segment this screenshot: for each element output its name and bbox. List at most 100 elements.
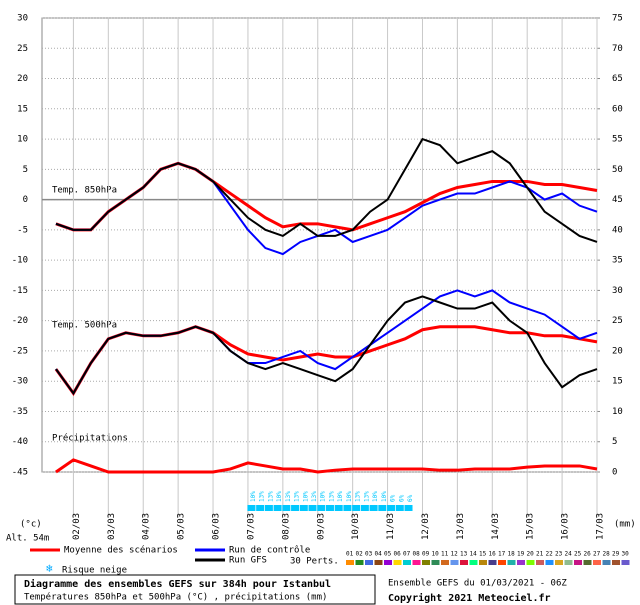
y2-tick-label: 60 [612,104,623,114]
snow-marker [343,505,352,511]
y-tick-label: 25 [17,44,28,54]
y-tick-label: 0 [23,195,28,205]
snow-label: 10% [250,491,257,502]
y-tick-label: -30 [12,377,28,387]
y-tick-label: -25 [12,346,28,356]
snow-marker [308,505,317,511]
y2-tick-label: 20 [612,346,623,356]
pert-swatch [384,560,392,565]
footer-run: Ensemble GEFS du 01/03/2021 - 06Z [388,579,567,589]
y2-tick-label: 15 [612,377,623,387]
pert-swatch [393,560,402,565]
snow-marker [282,505,291,511]
snow-label: 13% [355,491,362,502]
y2-tick-label: 25 [612,316,623,326]
snow-marker [317,505,326,511]
snow-marker [334,505,343,511]
pert-label: 29 [612,551,620,558]
snow-marker [273,505,282,511]
y2-tick-label: 5 [612,437,617,447]
snow-label: 10% [302,491,309,502]
y-tick-label: 5 [23,165,28,175]
pert-swatch [555,560,563,565]
y2-tick-label: 50 [612,165,623,175]
pert-swatch [488,560,497,565]
y2-tick-label: 35 [612,256,623,266]
x-tick-label: 09/03 [316,513,326,540]
y-tick-label: -10 [12,256,28,266]
pert-label: 22 [546,551,554,558]
snow-label: 10% [372,491,379,502]
pert-swatch [479,560,487,565]
legend-label: Moyenne des scénarios [64,545,178,556]
snow-label: 10% [337,491,344,502]
pert-swatch [507,560,516,565]
x-tick-label: 13/03 [456,513,466,540]
x-tick-label: 15/03 [526,513,536,540]
pert-label: 10 [432,551,440,558]
pert-swatch [583,560,592,565]
pert-label: 12 [451,551,459,558]
snow-label: 6% [398,494,405,502]
pert-label: 25 [574,551,582,558]
y-unit: (°c) [20,520,42,530]
snow-label: 10% [276,491,283,502]
footer-copyright: Copyright 2021 Meteociel.fr [388,592,551,604]
pert-swatch [422,560,430,565]
x-tick-label: 04/03 [142,513,152,540]
y2-tick-label: 70 [612,44,623,54]
y2-unit: (mm) [614,520,636,530]
y2-tick-label: 75 [612,14,623,24]
pert-label: 05 [384,551,392,558]
pert-swatch [564,560,573,565]
y2-tick-label: 10 [612,407,623,417]
snow-marker [387,505,396,511]
x-tick-label: 12/03 [421,513,431,540]
snow-label: 10% [381,491,388,502]
pert-label: 14 [470,551,478,558]
pert-label: 28 [603,551,611,558]
y-tick-label: -45 [12,468,28,478]
snow-label: Risque neige [62,566,127,576]
pert-swatch [498,560,506,565]
y-tick-label: 20 [17,74,28,84]
series-line [55,458,598,474]
pert-label: 24 [565,551,573,558]
x-tick-label: 14/03 [491,513,501,540]
legend-label: Run GFS [229,556,267,566]
snow-marker [291,505,300,511]
snow-label: 6% [390,494,397,502]
x-tick-label: 17/03 [596,513,606,540]
pert-label: 02 [356,551,364,558]
x-tick-label: 05/03 [177,513,187,540]
snow-label: 13% [363,491,370,502]
pert-swatch [450,560,459,565]
x-tick-label: 11/03 [386,513,396,540]
pert-label: 07 [403,551,411,558]
series-line [55,295,598,396]
snow-marker [378,505,387,511]
pert-label: 09 [422,551,430,558]
altitude: Alt. 54m [6,534,49,544]
pert-label: 15 [479,551,487,558]
x-tick-label: 07/03 [246,513,256,540]
pert-swatch [602,560,611,565]
pert-label: 13 [460,551,468,558]
pert-label: 30 [622,551,630,558]
snow-label: 13% [328,491,335,502]
perts-label: 30 Perts. [290,557,339,567]
snow-marker [247,505,256,511]
snow-marker [256,505,265,511]
series-line [55,137,598,243]
y-tick-label: 10 [17,135,28,145]
pert-swatch [403,560,411,565]
pert-swatch [412,560,421,565]
y2-tick-label: 30 [612,286,623,296]
y2-tick-label: 40 [612,225,623,235]
pert-label: 03 [365,551,373,558]
snow-marker [299,505,308,511]
pert-swatch [593,560,601,565]
pert-label: 19 [517,551,525,558]
label-precip: Précipitations [52,433,128,444]
pert-swatch [621,560,630,565]
